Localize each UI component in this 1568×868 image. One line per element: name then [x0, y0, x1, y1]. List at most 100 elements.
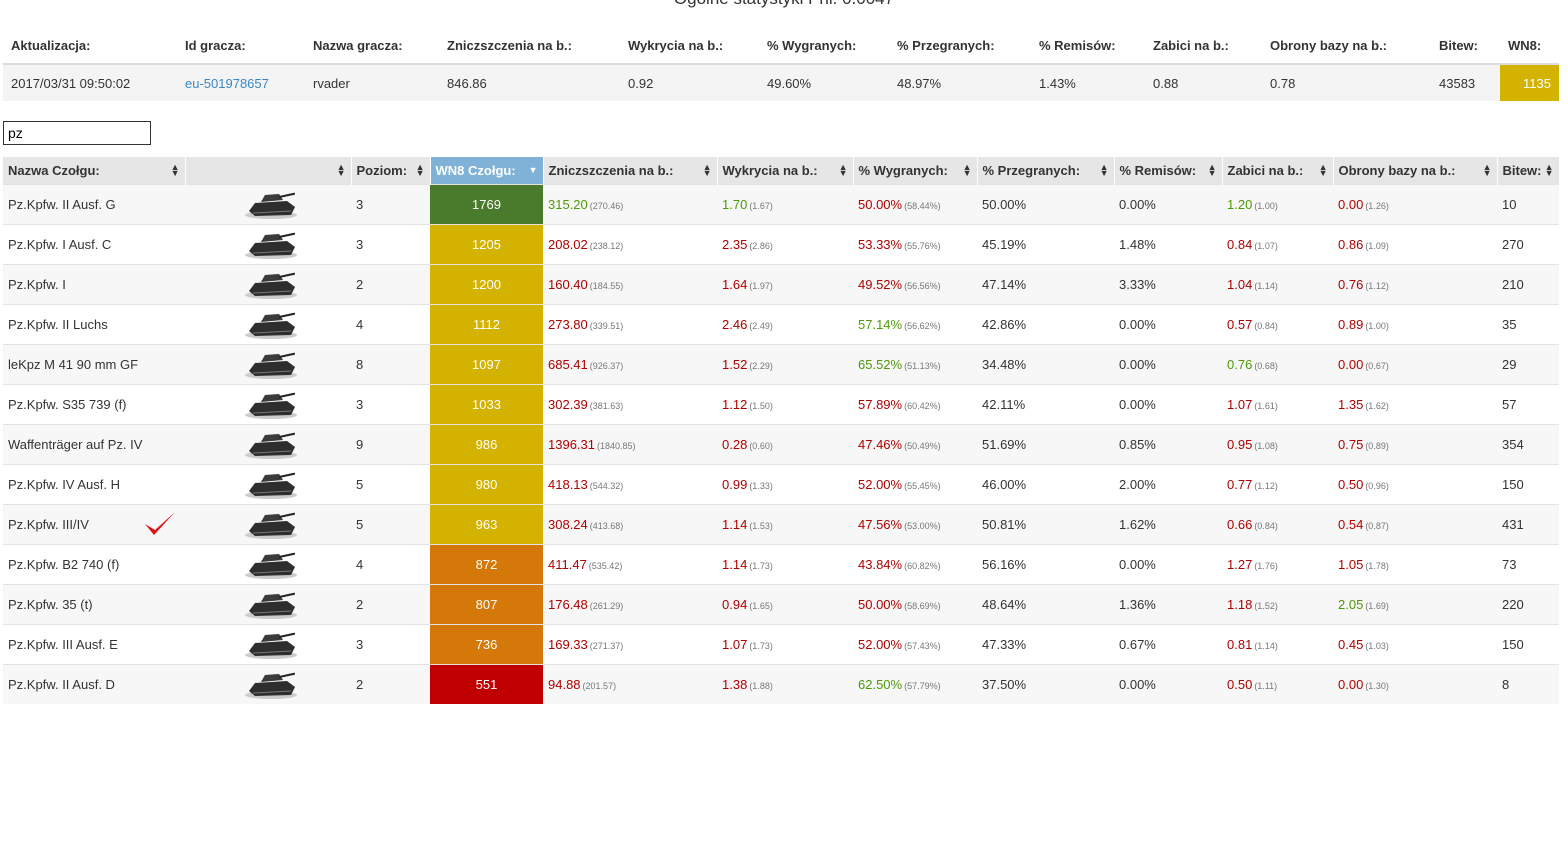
win-ref: (56.62%) — [904, 321, 941, 331]
damage-value: 411.47 — [548, 557, 587, 572]
tank-battles: 8 — [1497, 664, 1559, 704]
kills-ref: (1.11) — [1254, 681, 1278, 691]
sort-icon: ▲ ▼ — [1207, 162, 1217, 178]
tank-name-label: Pz.Kpfw. S35 739 (f) — [8, 397, 127, 412]
heavy-tank-icon — [190, 549, 351, 581]
tank-name: Pz.Kpfw. II Ausf. D — [3, 664, 185, 704]
table-row[interactable]: leKpz M 41 90 mm GF 8 1097 685.41 (926.37) 1.… — [3, 344, 1559, 385]
spots-ref: (1.33) — [749, 481, 773, 491]
table-row[interactable]: Pz.Kpfw. III Ausf. E 3 736 169.33 (271.37) 1.… — [3, 624, 1559, 665]
damage-value: 273.80 — [548, 317, 588, 332]
table-row[interactable]: Pz.Kpfw. III/IV 5 963 308.24 (413.68) 1.14 (1.… — [3, 504, 1559, 545]
player-id-link[interactable]: eu-501978657 — [185, 75, 269, 91]
tank-name-label: Pz.Kpfw. II Luchs — [8, 317, 108, 332]
table-row[interactable]: Pz.Kpfw. I Ausf. C 3 1205 208.02 (238.12) 2.3… — [3, 224, 1559, 265]
tank-kills: 1.07 (1.61) — [1222, 384, 1333, 425]
spots-ref: (1.88) — [749, 681, 773, 691]
col-header-damage[interactable]: Zniczszczenia na b.: ▲ ▼ — [543, 157, 718, 185]
defense-ref: (1.00) — [1365, 321, 1389, 331]
kills-value: 0.57 — [1227, 317, 1253, 332]
win-value: 57.14% — [858, 317, 903, 332]
col-header-battles[interactable]: Bitew: ▲ ▼ — [1497, 157, 1560, 185]
win-ref: (56.56%) — [904, 281, 941, 291]
tank-spots: 1.14 (1.73) — [717, 544, 853, 585]
tank-name-label: Pz.Kpfw. 35 (t) — [8, 597, 93, 612]
tank-kills: 0.95 (1.08) — [1222, 424, 1333, 465]
damage-ref: (271.37) — [589, 641, 624, 651]
table-row[interactable]: Pz.Kpfw. I 2 1200 160.40 (184.55) 1.64 (1.97) 4… — [3, 264, 1559, 305]
tank-spots: 1.38 (1.88) — [717, 664, 853, 704]
col-header-kills[interactable]: Zabici na b.: ▲ ▼ — [1222, 157, 1334, 185]
defense-value: 0.76 — [1338, 277, 1364, 292]
kills-value: 0.84 — [1227, 237, 1253, 252]
table-row[interactable]: Pz.Kpfw. II Luchs 4 1112 273.80 (339.51) 2.46… — [3, 304, 1559, 345]
tank-win-pct: 50.00% (58.44%) — [853, 184, 977, 225]
damage-ref: (413.68) — [589, 521, 624, 531]
tank-name-label: Pz.Kpfw. III/IV — [8, 517, 89, 532]
defense-value: 1.05 — [1338, 557, 1364, 572]
defense-ref: (1.30) — [1365, 681, 1389, 691]
tank-name: leKpz M 41 90 mm GF — [3, 344, 185, 385]
light-tank-icon — [190, 189, 351, 221]
col-header-spots[interactable]: Wykrycia na b.: ▲ ▼ — [717, 157, 854, 185]
damage-value: 94.88 — [548, 677, 581, 692]
kills-value: 1.07 — [1227, 397, 1253, 412]
tank-draw-pct: 0.00% — [1114, 664, 1222, 704]
col-header-image[interactable]: ▲ ▼ — [185, 157, 352, 185]
table-row[interactable]: Pz.Kpfw. II Ausf. D 2 551 94.88 (201.57) 1.38… — [3, 664, 1559, 704]
tank-battles: 150 — [1497, 464, 1559, 505]
damage-value: 685.41 — [548, 357, 588, 372]
tank-spots: 1.14 (1.53) — [717, 504, 853, 545]
table-row[interactable]: Waffenträger auf Pz. IV 9 986 1396.31 (1840.… — [3, 424, 1559, 465]
tank-damage: 302.39 (381.63) — [543, 384, 717, 425]
win-ref: (58.44%) — [904, 201, 941, 211]
summary-battles: 43583 — [1431, 63, 1500, 101]
win-value: 53.33% — [858, 237, 903, 252]
tank-filter-input[interactable] — [3, 121, 151, 145]
tank-battles: 73 — [1497, 544, 1559, 585]
kills-value: 0.81 — [1227, 637, 1253, 652]
col-header-tank-name[interactable]: Nazwa Czołgu: ▲ ▼ — [3, 157, 186, 185]
defense-ref: (1.78) — [1365, 561, 1389, 571]
table-row[interactable]: Pz.Kpfw. 35 (t) 2 807 176.48 (261.29) 0.94 (1.… — [3, 584, 1559, 625]
table-row[interactable]: Pz.Kpfw. II Ausf. G 3 1769 315.20 (270.46) 1.… — [3, 184, 1559, 225]
medium-tank-icon — [190, 389, 351, 421]
col-header-win-pct[interactable]: % Wygranych: ▲ ▼ — [853, 157, 978, 185]
tank-defense: 0.50 (0.96) — [1333, 464, 1497, 505]
col-header-loss-pct[interactable]: % Przegranych: ▲ ▼ — [977, 157, 1115, 185]
spots-ref: (1.73) — [749, 641, 773, 651]
tank-tier: 5 — [351, 504, 430, 545]
col-header-wn8[interactable]: WN8 Czołgu: ▼ — [430, 157, 544, 185]
tank-damage: 273.80 (339.51) — [543, 304, 717, 345]
tank-tier: 4 — [351, 544, 430, 585]
tank-spots: 2.46 (2.49) — [717, 304, 853, 345]
col-header-defense[interactable]: Obrony bazy na b.: ▲ ▼ — [1333, 157, 1498, 185]
spots-value: 2.35 — [722, 237, 748, 252]
tank-name: Pz.Kpfw. B2 740 (f) — [3, 544, 185, 585]
win-ref: (50.49%) — [904, 441, 941, 451]
table-row[interactable]: Pz.Kpfw. IV Ausf. H 5 980 418.13 (544.32) 0.9… — [3, 464, 1559, 505]
player-id-cell: eu-501978657 — [177, 63, 305, 101]
tank-name-label: Pz.Kpfw. II Ausf. D — [8, 677, 115, 692]
tank-defense: 2.05 (1.69) — [1333, 584, 1497, 625]
table-row[interactable]: Pz.Kpfw. B2 740 (f) 4 872 411.47 (535.42) 1.1… — [3, 544, 1559, 585]
damage-ref: (926.37) — [589, 361, 624, 371]
tank-defense: 0.45 (1.03) — [1333, 624, 1497, 665]
win-ref: (51.13%) — [904, 361, 941, 371]
col-header-label: Obrony bazy na b.: — [1338, 163, 1456, 178]
tank-name-label: Pz.Kpfw. B2 740 (f) — [8, 557, 120, 572]
table-row[interactable]: Pz.Kpfw. S35 739 (f) 3 1033 302.39 (381.63) 1… — [3, 384, 1559, 425]
col-header-tier[interactable]: Poziom: ▲ ▼ — [351, 157, 431, 185]
sort-icon: ▲ ▼ — [962, 162, 972, 178]
tank-win-pct: 49.52% (56.56%) — [853, 264, 977, 305]
tank-image-cell — [185, 664, 351, 704]
tank-spots: 1.64 (1.97) — [717, 264, 853, 305]
kills-ref: (1.52) — [1254, 601, 1278, 611]
tank-win-pct: 50.00% (58.69%) — [853, 584, 977, 625]
tank-name-label: Pz.Kpfw. III Ausf. E — [8, 637, 118, 652]
col-header-draw-pct[interactable]: % Remisów: ▲ ▼ — [1114, 157, 1223, 185]
tank-wn8: 1112 — [430, 304, 543, 345]
spots-value: 2.46 — [722, 317, 748, 332]
tank-name-label: Pz.Kpfw. II Ausf. G — [8, 197, 116, 212]
spots-value: 1.07 — [722, 637, 748, 652]
